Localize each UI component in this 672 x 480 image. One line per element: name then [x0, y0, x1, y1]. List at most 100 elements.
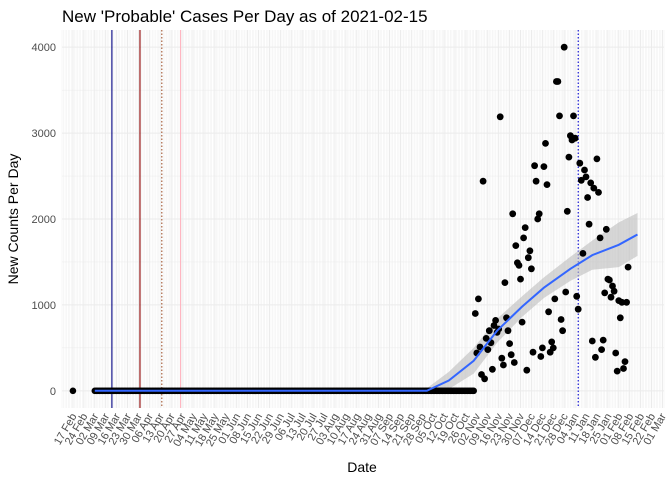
x-axis-title: Date — [347, 459, 377, 475]
data-point — [528, 265, 535, 273]
data-point — [606, 276, 613, 284]
data-point — [470, 387, 478, 395]
data-point — [476, 343, 484, 351]
data-point — [489, 365, 496, 373]
data-point — [492, 317, 499, 324]
data-point — [509, 210, 517, 218]
data-point — [507, 351, 515, 359]
data-point — [510, 359, 518, 366]
data-point — [504, 327, 512, 335]
data-point — [69, 387, 77, 395]
data-point — [537, 353, 545, 360]
data-point — [545, 308, 552, 316]
chart-title: New 'Probable' Cases Per Day as of 2021-… — [62, 7, 428, 26]
data-point — [584, 194, 591, 201]
data-point — [542, 140, 549, 147]
data-point — [607, 293, 615, 301]
data-point — [534, 215, 542, 223]
data-point — [485, 327, 493, 335]
data-point — [613, 367, 621, 375]
data-point — [598, 346, 605, 353]
data-point — [498, 354, 506, 362]
y-tick-label: 1000 — [32, 300, 56, 312]
data-point — [612, 349, 620, 357]
y-tick-label: 2000 — [32, 214, 56, 226]
data-point — [596, 234, 604, 242]
data-point — [521, 224, 529, 232]
data-point — [620, 365, 627, 372]
y-axis-title: New Counts Per Day — [5, 154, 21, 285]
data-point — [582, 173, 590, 181]
data-point — [579, 250, 587, 257]
data-point — [601, 289, 609, 297]
data-point — [482, 335, 490, 342]
data-point — [501, 279, 509, 286]
data-point — [554, 78, 562, 85]
reference-lines — [111, 30, 579, 408]
data-point — [609, 282, 616, 290]
data-point — [531, 162, 538, 170]
data-point — [539, 344, 546, 352]
data-point — [479, 177, 487, 185]
data-point — [573, 292, 581, 300]
grid — [61, 30, 665, 408]
data-point — [588, 337, 596, 345]
data-point — [520, 234, 527, 242]
smooth-line-group — [94, 233, 638, 392]
data-point — [623, 298, 630, 306]
data-point — [512, 242, 520, 250]
data-point — [587, 179, 595, 187]
data-point — [543, 181, 551, 189]
data-point — [484, 346, 492, 353]
data-point — [602, 225, 610, 233]
data-points — [471, 43, 632, 383]
data-point — [496, 113, 504, 121]
data-point — [559, 327, 566, 335]
data-point — [475, 295, 482, 303]
data-point — [563, 207, 571, 215]
y-axis-ticks: 0 1000 2000 3000 4000 — [32, 42, 56, 398]
data-point — [577, 176, 585, 184]
data-point — [556, 112, 563, 120]
y-tick-label: 4000 — [32, 42, 56, 54]
data-point — [576, 159, 584, 167]
data-point — [599, 336, 607, 344]
data-point — [593, 155, 601, 163]
data-point — [540, 163, 548, 171]
data-point — [523, 366, 531, 374]
data-point — [549, 344, 557, 352]
data-point — [560, 43, 568, 51]
data-point — [524, 254, 532, 262]
data-point — [500, 361, 507, 369]
confidence-ribbon-group — [94, 213, 638, 394]
data-point — [574, 305, 582, 313]
data-point — [590, 184, 598, 192]
data-point — [616, 314, 624, 322]
data-point — [532, 177, 540, 185]
data-point — [581, 166, 588, 174]
data-point — [595, 189, 602, 196]
data-point — [557, 316, 565, 323]
data-point — [506, 340, 513, 347]
data-point — [515, 262, 523, 269]
data-point — [526, 247, 534, 255]
smooth-line — [94, 233, 638, 392]
data-point — [562, 288, 570, 296]
data-point — [570, 112, 577, 120]
data-point — [490, 322, 498, 329]
data-point — [610, 287, 618, 295]
data-point — [551, 295, 559, 303]
data-point — [618, 298, 626, 306]
data-point — [529, 348, 537, 356]
confidence-ribbon — [94, 213, 638, 394]
data-point — [517, 275, 524, 283]
data-point — [481, 375, 488, 383]
data-point — [571, 134, 579, 142]
data-point — [621, 358, 629, 365]
data-point — [592, 353, 599, 361]
data-point — [624, 263, 632, 271]
data-point — [548, 338, 556, 346]
data-point — [471, 310, 479, 317]
